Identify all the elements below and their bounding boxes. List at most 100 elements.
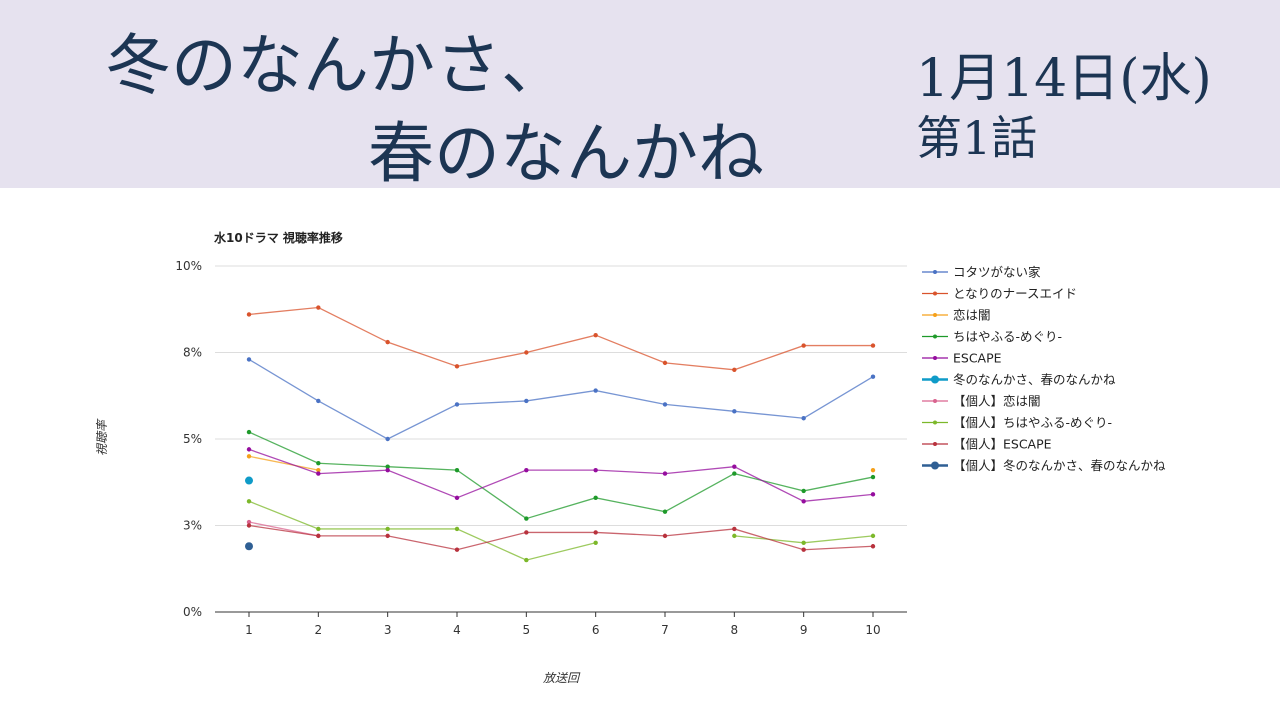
series-0 <box>246 357 876 442</box>
legend-label: 恋は闇 <box>953 308 991 323</box>
data-point <box>246 357 252 362</box>
legend-marker <box>933 356 937 360</box>
series-4 <box>246 447 876 504</box>
x-tick-label: 5 <box>523 623 531 637</box>
data-point <box>662 471 668 476</box>
data-point <box>454 467 460 473</box>
legend-label: 【個人】ESCAPE <box>953 437 1052 452</box>
data-point <box>454 402 460 407</box>
data-point <box>801 499 806 504</box>
series-line <box>248 455 319 471</box>
series-6 <box>246 519 321 539</box>
data-point <box>662 360 668 366</box>
data-point <box>870 533 876 539</box>
data-point <box>246 499 252 504</box>
series-5 <box>245 476 253 485</box>
data-point <box>454 364 460 369</box>
data-point <box>385 526 390 532</box>
series-3 <box>246 429 876 521</box>
data-point <box>246 523 252 528</box>
data-point <box>593 388 598 393</box>
data-point <box>385 467 390 473</box>
legend-label: コタツがない家 <box>953 265 1041 280</box>
title-line-1: 冬のなんかさ、 <box>105 27 567 104</box>
series-line <box>248 524 874 551</box>
legend-item[interactable]: コタツがない家 <box>922 265 1041 280</box>
legend-item[interactable]: 冬のなんかさ、春のなんかね <box>922 372 1116 387</box>
data-point <box>732 409 737 414</box>
data-point <box>246 312 252 317</box>
legend-item[interactable]: ESCAPE <box>922 351 1002 366</box>
data-point <box>316 461 321 466</box>
legend-item[interactable]: 【個人】冬のなんかさ、春のなんかね <box>922 458 1166 473</box>
legend-marker <box>933 313 937 317</box>
data-point <box>732 526 737 532</box>
y-tick-label: 3% <box>183 519 202 533</box>
chart-title: 水10ドラマ 視聴率推移 <box>214 230 343 245</box>
x-tick-label: 3 <box>384 623 392 637</box>
y-tick-label: 0% <box>183 605 202 619</box>
data-point <box>801 488 806 494</box>
data-point <box>593 530 598 535</box>
data-point <box>732 471 737 476</box>
y-axis-label: 視聴率 <box>95 418 109 456</box>
legend-marker <box>933 270 937 274</box>
title-line-2: 春のなんかね <box>368 115 764 192</box>
data-point <box>870 492 876 497</box>
data-point <box>246 454 252 459</box>
data-point <box>524 516 529 521</box>
data-point <box>662 509 668 514</box>
data-point <box>524 467 529 473</box>
legend-label: となりのナースエイド <box>953 286 1077 301</box>
data-point <box>593 540 598 545</box>
series-line <box>248 358 874 440</box>
legend-item[interactable]: 【個人】ちはやふる-めぐり- <box>922 415 1112 430</box>
data-point <box>870 544 876 549</box>
data-point <box>245 476 253 485</box>
data-point <box>316 533 321 539</box>
legend-label: 【個人】冬のなんかさ、春のなんかね <box>953 458 1166 473</box>
data-point <box>870 467 876 473</box>
data-point <box>801 416 806 421</box>
data-point <box>316 305 321 310</box>
legend-label: 冬のなんかさ、春のなんかね <box>953 372 1116 387</box>
data-point <box>385 464 390 469</box>
data-point <box>385 533 390 539</box>
data-point <box>246 519 252 525</box>
data-point <box>593 495 598 501</box>
data-point <box>454 495 460 501</box>
data-point <box>870 474 876 480</box>
series-line <box>248 500 596 561</box>
series-line <box>248 306 873 371</box>
legend-item[interactable]: 【個人】恋は闇 <box>922 394 1041 409</box>
legend-marker <box>933 291 937 296</box>
data-point <box>593 467 598 473</box>
x-tick-label: 9 <box>800 623 808 637</box>
data-point <box>316 526 321 532</box>
y-tick-label: 10% <box>175 259 202 273</box>
legend-item[interactable]: ちはやふる-めぐり- <box>922 329 1062 344</box>
legend-item[interactable]: 恋は闇 <box>922 308 991 323</box>
series-9 <box>245 542 253 551</box>
title-banner: 冬のなんかさ、 春のなんかね 1月14日(水) 第1話 <box>0 0 1280 192</box>
data-point <box>524 530 529 535</box>
series-line <box>248 448 874 502</box>
data-point <box>801 540 806 545</box>
series-7 <box>246 499 876 563</box>
series-line <box>248 431 874 520</box>
broadcast-date: 1月14日(水) <box>916 49 1212 109</box>
data-point <box>662 402 668 407</box>
x-axis-label: 放送回 <box>543 671 581 685</box>
legend-item[interactable]: 【個人】ESCAPE <box>922 437 1052 452</box>
x-tick-label: 1 <box>245 623 253 637</box>
legend-item[interactable]: となりのナースエイド <box>922 286 1077 301</box>
ratings-line-chart: 水10ドラマ 視聴率推移 視聴率 放送回 0% 3% 5% 8% 10% 1 2 3 4 5 6 7 8… <box>95 230 1166 685</box>
x-tick-label: 7 <box>661 623 669 637</box>
legend-label: ESCAPE <box>953 351 1002 366</box>
legend-label: 【個人】ちはやふる-めぐり- <box>953 415 1112 430</box>
series-1 <box>246 305 876 372</box>
data-point <box>732 367 737 372</box>
data-point <box>316 467 321 473</box>
x-tick-label: 8 <box>731 623 739 637</box>
data-point <box>246 429 252 435</box>
